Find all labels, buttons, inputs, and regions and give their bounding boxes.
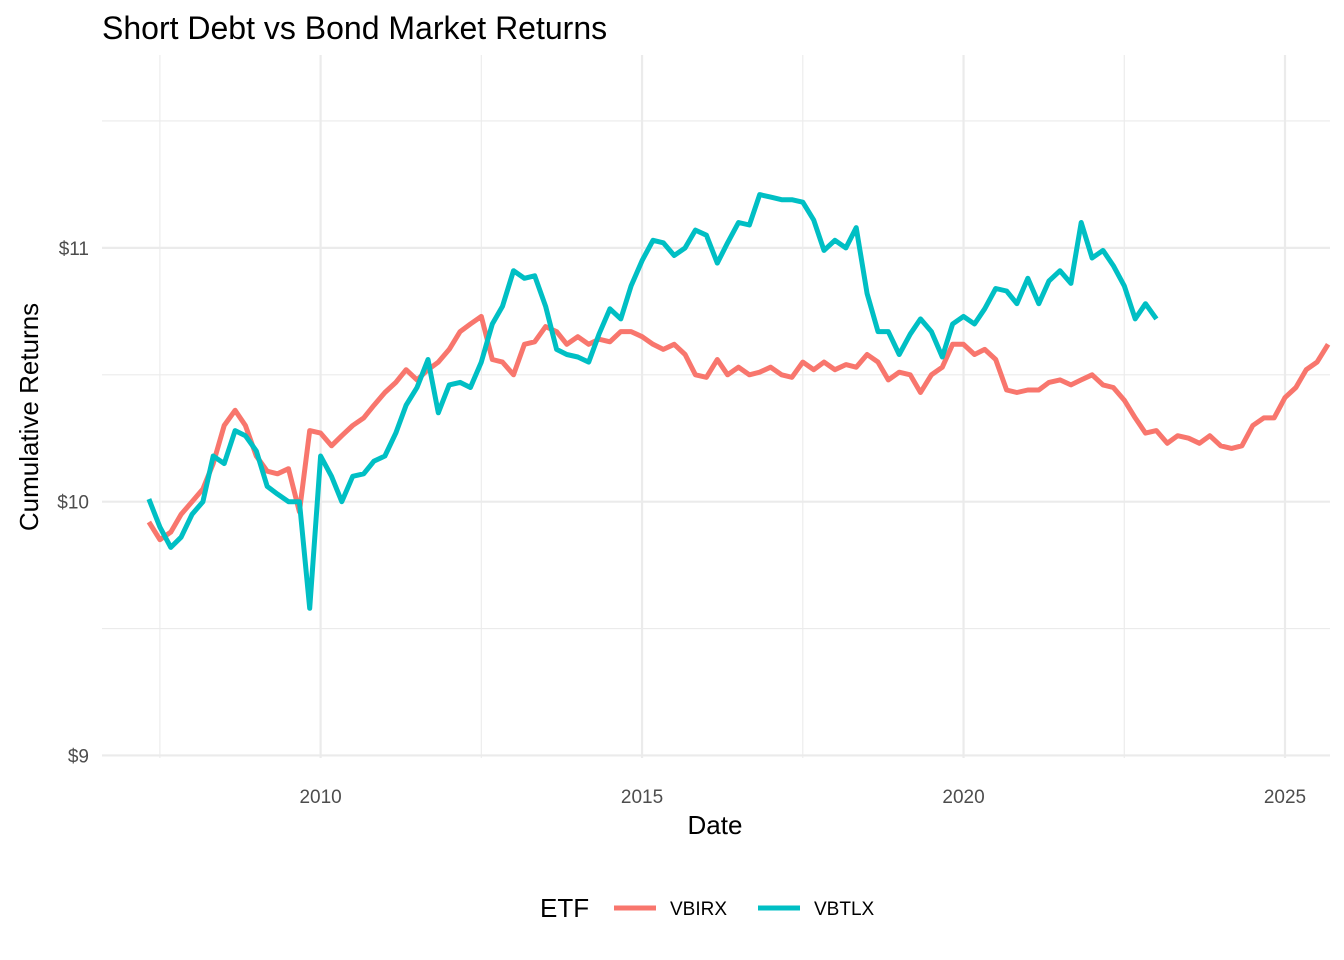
chart-title: Short Debt vs Bond Market Returns: [102, 10, 607, 46]
x-axis-title: Date: [688, 810, 743, 840]
y-tick-label: $10: [57, 493, 89, 514]
x-tick-label: 2010: [299, 787, 341, 808]
y-tick-label: $9: [68, 746, 89, 767]
legend-label-vbtlx: VBTLX: [814, 899, 875, 920]
y-axis-ticks: $9 $10 $11: [57, 239, 89, 768]
x-tick-label: 2025: [1264, 787, 1306, 808]
legend-label-vbirx: VBIRX: [670, 899, 727, 920]
series-line-vbirx: [146, 313, 1331, 543]
y-tick-label: $11: [59, 239, 89, 260]
x-tick-label: 2020: [942, 787, 984, 808]
legend: ETF VBIRX VBTLX: [540, 893, 875, 923]
y-axis-title: Cumulative Returns: [14, 303, 44, 531]
series-line-vbtlx: [146, 192, 1159, 611]
grid: [102, 55, 1330, 758]
x-axis-ticks: 2010 2015 2020 2025: [299, 787, 1306, 808]
series-layer: [146, 192, 1331, 611]
x-tick-label: 2015: [621, 787, 663, 808]
legend-title: ETF: [540, 893, 589, 923]
